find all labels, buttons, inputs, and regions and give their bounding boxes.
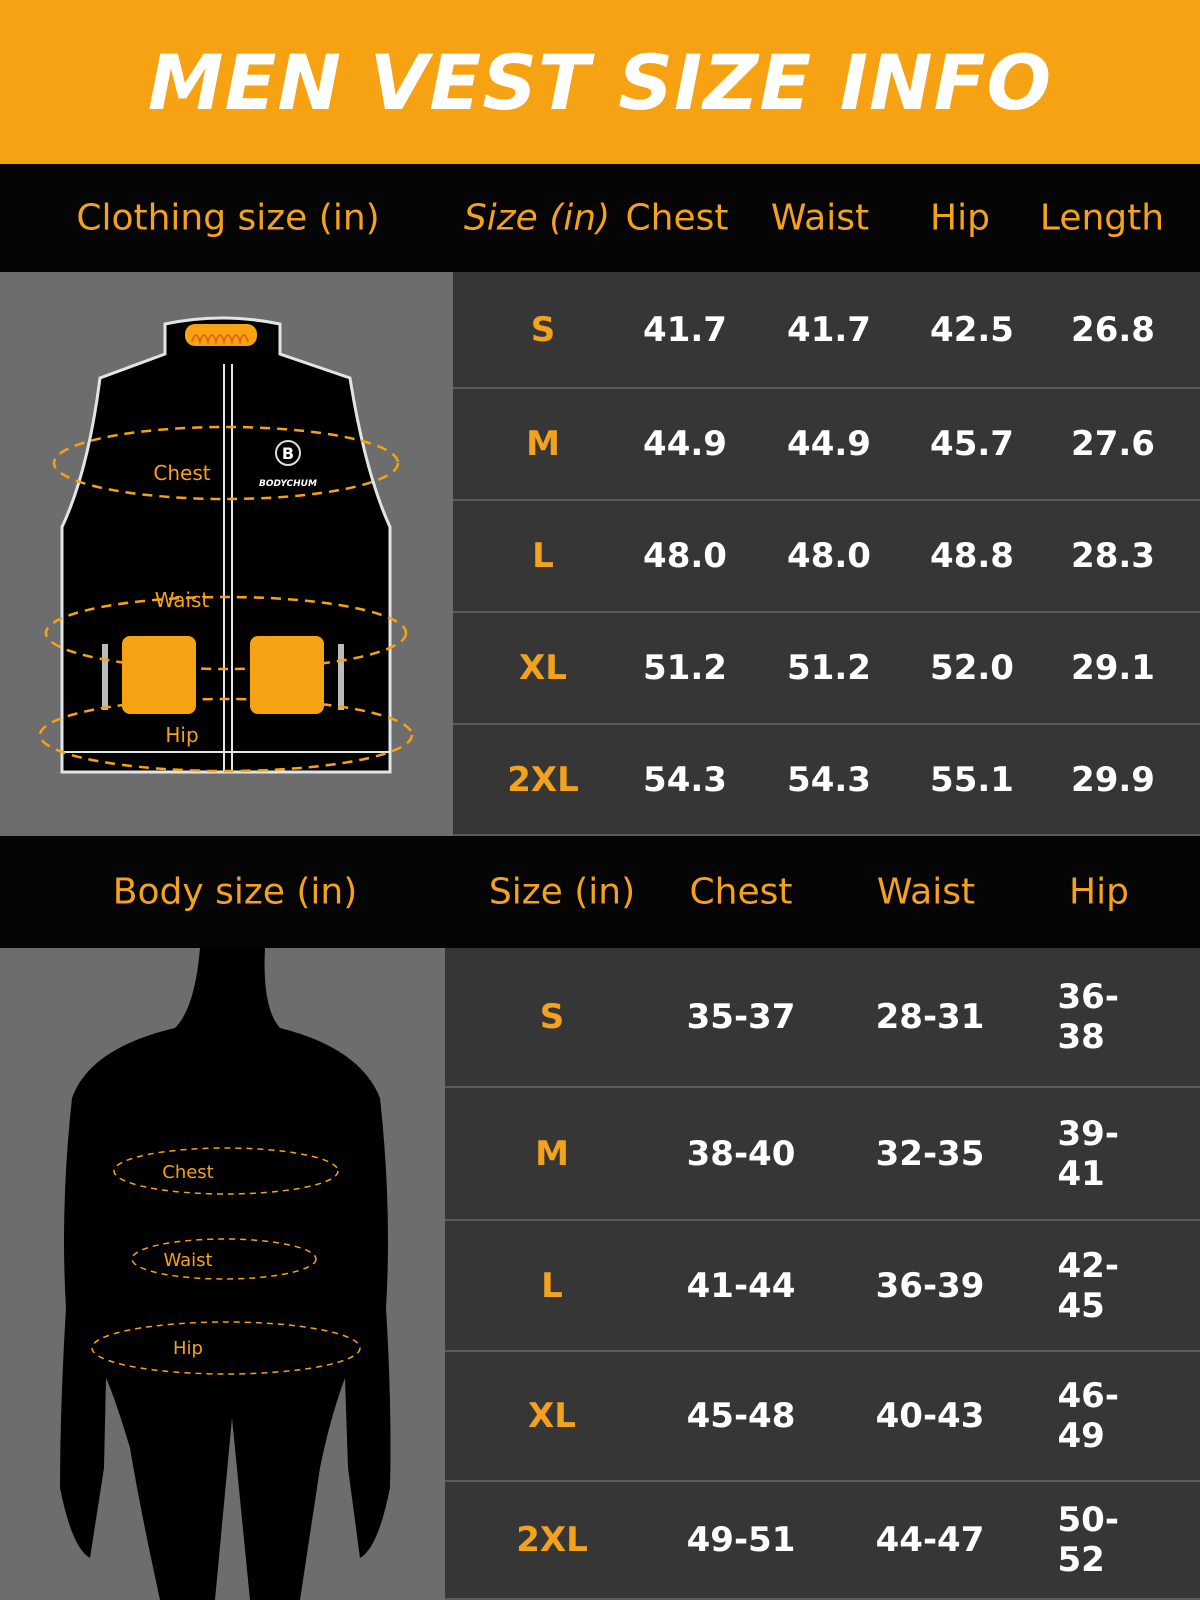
- value-cell: 41.7: [787, 309, 871, 350]
- size-cell: XL: [519, 648, 567, 688]
- value-cell: 52.0: [930, 648, 1014, 688]
- value-cell: 42.5: [930, 309, 1014, 350]
- value-cell: 36-39: [875, 1265, 985, 1306]
- size-cell: 2XL: [516, 1520, 588, 1560]
- col-size: Size (in): [463, 197, 611, 239]
- table-row: L 48.0 48.0 48.8 28.3: [453, 501, 1200, 613]
- col-hip: Hip: [930, 197, 990, 239]
- value-cell: 27.6: [1071, 424, 1155, 464]
- vest-diagram-panel: B BODYCHUM Chest Waist Hip: [0, 272, 453, 836]
- body-silhouette: Chest Waist Hip: [60, 948, 391, 1600]
- value-cell: 54.3: [787, 759, 871, 800]
- body-col-size: Size (in): [488, 871, 636, 913]
- value-cell: 39-41: [1057, 1113, 1119, 1194]
- table-row: M 44.9 44.9 45.7 27.6: [453, 389, 1200, 501]
- vest-waist-label: Waist: [155, 588, 210, 612]
- size-cell: M: [535, 1133, 569, 1174]
- body-size-table: S 35-37 28-31 36-38 M 38-40 32-35 39-41 L 41-44 36…: [445, 948, 1200, 1600]
- vest-hip-label: Hip: [165, 723, 198, 747]
- body-col-chest: Chest: [689, 871, 793, 913]
- vest-illustration: B BODYCHUM Chest Waist Hip: [38, 316, 414, 774]
- value-cell: 28.3: [1071, 536, 1155, 576]
- clothing-section-label: Clothing size (in): [76, 197, 380, 239]
- table-row: M 38-40 32-35 39-41: [445, 1088, 1200, 1221]
- value-cell: 55.1: [930, 759, 1014, 800]
- value-cell: 54.3: [643, 759, 727, 800]
- size-cell: S: [539, 997, 565, 1037]
- body-header-row: Body size (in) Size (in) Chest Waist Hip: [0, 836, 1200, 948]
- table-row: S 35-37 28-31 36-38: [445, 948, 1200, 1088]
- value-cell: 41.7: [643, 309, 727, 350]
- vest-chest-label: Chest: [153, 461, 210, 485]
- value-cell: 50-52: [1057, 1500, 1119, 1580]
- clothing-header-row: Clothing size (in) Size (in) Chest Waist…: [0, 164, 1200, 272]
- value-cell: 49-51: [686, 1520, 796, 1560]
- body-chest-label: Chest: [162, 1162, 214, 1183]
- title-banner: MEN VEST SIZE INFO: [0, 0, 1200, 164]
- value-cell: 44.9: [787, 424, 871, 464]
- value-cell: 51.2: [643, 648, 727, 688]
- table-row: S 41.7 41.7 42.5 26.8: [453, 272, 1200, 389]
- body-waist-label: Waist: [163, 1250, 212, 1271]
- svg-text:B: B: [282, 444, 294, 463]
- page-title: MEN VEST SIZE INFO: [147, 37, 1053, 127]
- value-cell: 28-31: [875, 997, 985, 1037]
- size-cell: S: [530, 309, 556, 350]
- body-diagram-panel: Chest Waist Hip: [0, 948, 445, 1600]
- value-cell: 29.9: [1071, 759, 1155, 800]
- value-cell: 40-43: [875, 1396, 985, 1436]
- table-row: XL 51.2 51.2 52.0 29.1: [453, 613, 1200, 725]
- value-cell: 36-38: [1057, 977, 1119, 1057]
- value-cell: 35-37: [686, 997, 796, 1037]
- size-cell: L: [532, 536, 554, 576]
- col-waist: Waist: [770, 197, 870, 239]
- table-row: 2XL 54.3 54.3 55.1 29.9: [453, 725, 1200, 836]
- value-cell: 44-47: [875, 1520, 985, 1560]
- value-cell: 41-44: [686, 1265, 796, 1306]
- value-cell: 44.9: [643, 424, 727, 464]
- size-cell: M: [526, 424, 560, 464]
- size-cell: L: [541, 1265, 563, 1306]
- value-cell: 26.8: [1071, 309, 1155, 350]
- value-cell: 38-40: [686, 1133, 796, 1174]
- value-cell: 45-48: [686, 1396, 796, 1436]
- value-cell: 48.0: [787, 536, 871, 576]
- body-col-waist: Waist: [876, 871, 976, 913]
- value-cell: 32-35: [875, 1133, 985, 1174]
- value-cell: 48.8: [930, 536, 1014, 576]
- value-cell: 29.1: [1071, 648, 1155, 688]
- size-cell: XL: [528, 1396, 576, 1436]
- col-length: Length: [1039, 197, 1165, 239]
- body-section-label: Body size (in): [112, 871, 358, 913]
- value-cell: 48.0: [643, 536, 727, 576]
- value-cell: 45.7: [930, 424, 1014, 464]
- table-row: XL 45-48 40-43 46-49: [445, 1352, 1200, 1482]
- value-cell: 46-49: [1057, 1376, 1119, 1456]
- size-cell: 2XL: [507, 759, 579, 800]
- clothing-size-table: S 41.7 41.7 42.5 26.8 M 44.9 44.9 45.7 27.6 L 48.0 4…: [453, 272, 1200, 836]
- value-cell: 42-45: [1057, 1245, 1119, 1326]
- body-hip-label: Hip: [173, 1338, 203, 1359]
- brand-logo: BODYCHUM: [259, 479, 317, 489]
- body-col-hip: Hip: [1069, 871, 1129, 913]
- table-row: L 41-44 36-39 42-45: [445, 1221, 1200, 1352]
- table-row: 2XL 49-51 44-47 50-52: [445, 1482, 1200, 1600]
- col-chest: Chest: [625, 197, 729, 239]
- value-cell: 51.2: [787, 648, 871, 688]
